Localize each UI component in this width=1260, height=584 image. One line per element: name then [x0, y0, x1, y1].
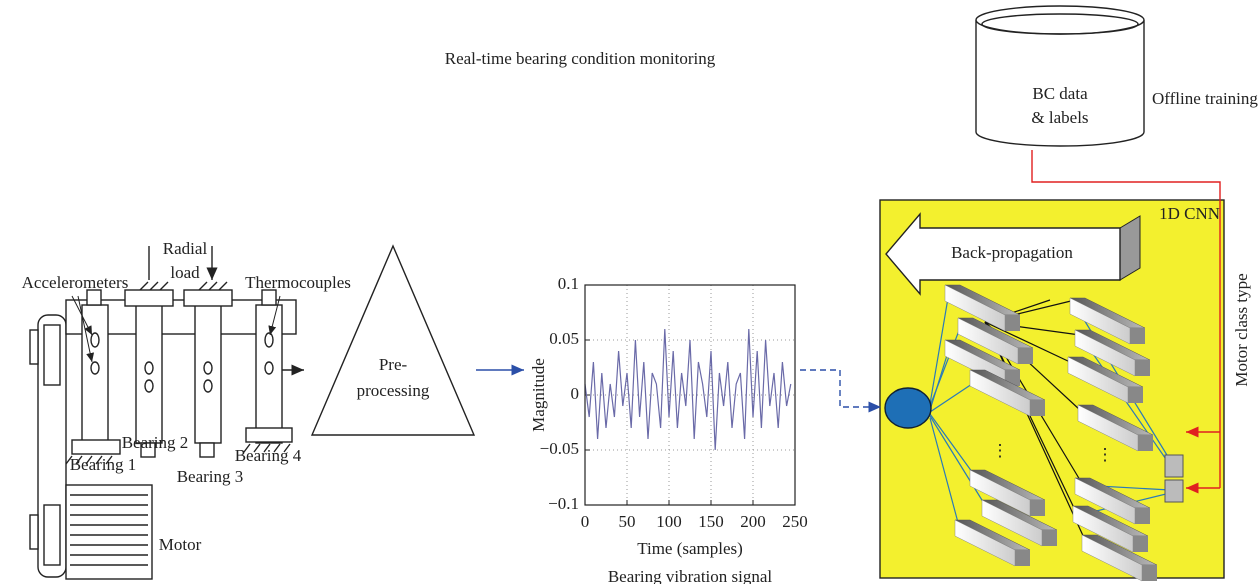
backprop-arrow — [885, 212, 1141, 296]
plot-caption: Bearing vibration signal — [608, 567, 773, 584]
signal-line — [584, 328, 792, 451]
x-tick-label: 100 — [656, 512, 682, 531]
output-label: Motor class type — [1232, 273, 1251, 386]
test-rig — [29, 246, 297, 580]
rig-label: Thermocouples — [245, 273, 351, 292]
x-tick-label: 50 — [619, 512, 636, 531]
preprocessing-label: processing — [357, 381, 430, 400]
y-axis-label: Magnitude — [529, 358, 548, 432]
rig-label: Bearing 3 — [177, 467, 244, 486]
rig-label: Bearing 1 — [70, 455, 137, 474]
y-tick-label: −0.1 — [548, 494, 579, 513]
backprop-label: Back-propagation — [951, 243, 1073, 262]
label-line — [1031, 150, 1221, 488]
rig-label: load — [170, 263, 200, 282]
cnn-blocks — [944, 284, 1184, 582]
ellipsis: ⋮ — [992, 441, 1009, 460]
x-tick-label: 250 — [782, 512, 808, 531]
rig-label: Bearing 2 — [122, 433, 189, 452]
plot-frame — [584, 284, 796, 506]
database — [975, 5, 1145, 147]
x-tick-label: 150 — [698, 512, 724, 531]
rig-label: Accelerometers — [22, 273, 129, 292]
signal-plot: −0.1 −0.05 0 0.05 0.1 0 50 100 150 200 250 — [540, 274, 808, 531]
rig-label: Radial — [163, 239, 208, 258]
x-tick-label: 200 — [740, 512, 766, 531]
cnn-label: 1D CNN — [1159, 204, 1220, 223]
db-label: BC data — [1032, 84, 1088, 103]
y-tick-label: 0 — [571, 384, 580, 403]
rig-label: Bearing 4 — [235, 446, 302, 465]
db-label: & labels — [1031, 108, 1088, 127]
preprocessing-label: Pre- — [379, 355, 408, 374]
input-node — [884, 387, 932, 429]
preprocessing-block — [310, 244, 476, 436]
x-tick-label: 0 — [581, 512, 590, 531]
x-axis-label: Time (samples) — [637, 539, 743, 558]
db-caption: Offline training — [1152, 89, 1258, 108]
rig-label: Motor — [159, 535, 202, 554]
y-tick-label: 0.05 — [549, 329, 579, 348]
arrow — [800, 369, 881, 413]
ellipsis: ⋮ — [1097, 445, 1114, 464]
title: Real-time bearing condition monitoring — [445, 49, 716, 68]
y-tick-label: 0.1 — [558, 274, 579, 293]
y-tick-label: −0.05 — [540, 439, 579, 458]
